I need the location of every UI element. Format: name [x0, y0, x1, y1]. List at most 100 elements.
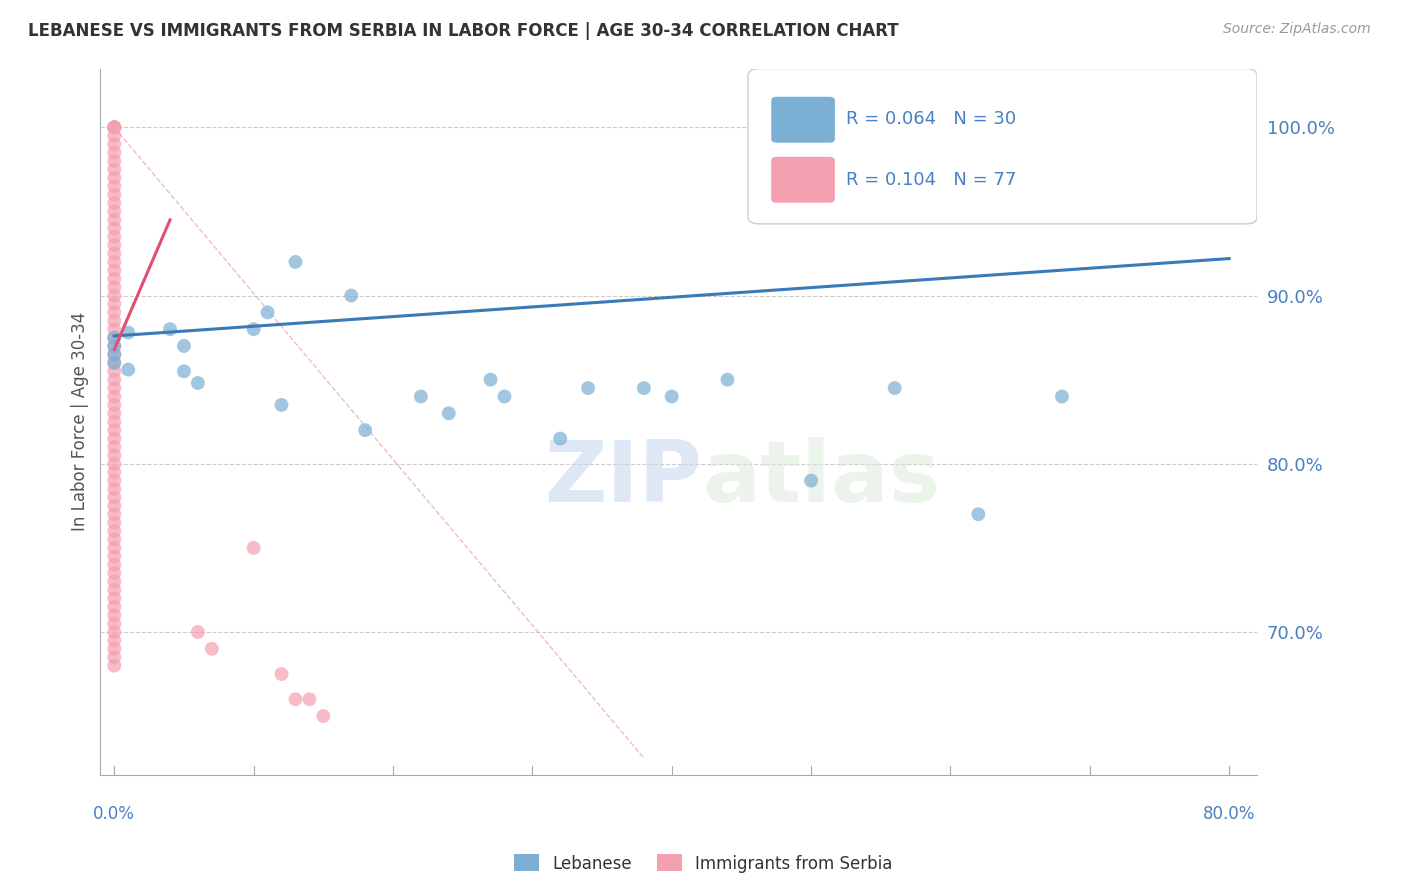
Point — [103, 616, 125, 631]
Point — [103, 120, 125, 135]
Point — [103, 170, 125, 185]
Text: R = 0.064   N = 30: R = 0.064 N = 30 — [846, 111, 1017, 128]
Point — [103, 331, 125, 345]
Point — [103, 137, 125, 152]
FancyBboxPatch shape — [748, 69, 1257, 224]
Point — [298, 692, 321, 706]
Point — [103, 162, 125, 177]
Point — [256, 305, 278, 319]
Point — [117, 362, 139, 376]
Point — [103, 491, 125, 505]
Point — [103, 566, 125, 580]
Point — [103, 339, 125, 353]
Point — [103, 246, 125, 260]
Point — [103, 423, 125, 437]
Point — [103, 120, 125, 135]
Point — [340, 288, 363, 302]
Point — [479, 373, 502, 387]
Point — [883, 381, 905, 395]
Point — [409, 389, 432, 403]
Point — [103, 238, 125, 252]
Point — [354, 423, 377, 437]
Point — [103, 624, 125, 639]
Text: atlas: atlas — [702, 437, 941, 520]
Point — [201, 641, 224, 656]
Point — [716, 373, 738, 387]
Point — [103, 322, 125, 336]
Point — [103, 440, 125, 454]
Point — [103, 145, 125, 160]
Point — [117, 326, 139, 340]
Point — [1050, 389, 1073, 403]
Point — [103, 541, 125, 555]
Point — [576, 381, 599, 395]
Point — [103, 196, 125, 211]
Point — [494, 389, 516, 403]
Point — [103, 650, 125, 665]
Point — [103, 356, 125, 370]
Point — [103, 297, 125, 311]
Point — [437, 406, 460, 420]
Point — [967, 507, 990, 521]
Point — [103, 406, 125, 420]
Point — [800, 474, 823, 488]
Point — [103, 415, 125, 429]
Point — [103, 549, 125, 564]
Point — [661, 389, 683, 403]
FancyBboxPatch shape — [772, 157, 835, 202]
Point — [103, 356, 125, 370]
Point — [103, 373, 125, 387]
Point — [103, 288, 125, 302]
Point — [103, 608, 125, 623]
Point — [103, 533, 125, 547]
Point — [103, 574, 125, 589]
Point — [284, 692, 307, 706]
Point — [103, 347, 125, 361]
Point — [633, 381, 655, 395]
Point — [103, 499, 125, 513]
Text: ZIP: ZIP — [544, 437, 702, 520]
Point — [103, 558, 125, 572]
Point — [103, 179, 125, 194]
Text: LEBANESE VS IMMIGRANTS FROM SERBIA IN LABOR FORCE | AGE 30-34 CORRELATION CHART: LEBANESE VS IMMIGRANTS FROM SERBIA IN LA… — [28, 22, 898, 40]
Point — [187, 624, 209, 639]
Point — [103, 154, 125, 169]
Point — [103, 314, 125, 328]
Point — [103, 120, 125, 135]
Point — [284, 255, 307, 269]
Point — [242, 322, 264, 336]
Point — [103, 658, 125, 673]
Point — [103, 474, 125, 488]
Point — [548, 432, 571, 446]
Point — [103, 482, 125, 496]
Y-axis label: In Labor Force | Age 30-34: In Labor Force | Age 30-34 — [72, 312, 89, 532]
Point — [103, 221, 125, 235]
Point — [103, 331, 125, 345]
Point — [103, 582, 125, 597]
Point — [173, 339, 195, 353]
Point — [159, 322, 181, 336]
Point — [103, 204, 125, 219]
Point — [103, 255, 125, 269]
Point — [103, 389, 125, 403]
Point — [103, 516, 125, 530]
Point — [103, 599, 125, 614]
Point — [103, 187, 125, 202]
Point — [270, 398, 292, 412]
Point — [103, 305, 125, 319]
Point — [103, 364, 125, 378]
Point — [103, 339, 125, 353]
Point — [103, 398, 125, 412]
Point — [103, 641, 125, 656]
Point — [103, 432, 125, 446]
Point — [103, 448, 125, 462]
Text: Source: ZipAtlas.com: Source: ZipAtlas.com — [1223, 22, 1371, 37]
Point — [103, 591, 125, 606]
Point — [270, 667, 292, 681]
Point — [103, 120, 125, 135]
Point — [103, 347, 125, 361]
Point — [103, 280, 125, 294]
Legend: Lebanese, Immigrants from Serbia: Lebanese, Immigrants from Serbia — [508, 847, 898, 880]
Text: 0.0%: 0.0% — [93, 805, 135, 823]
Point — [103, 263, 125, 277]
